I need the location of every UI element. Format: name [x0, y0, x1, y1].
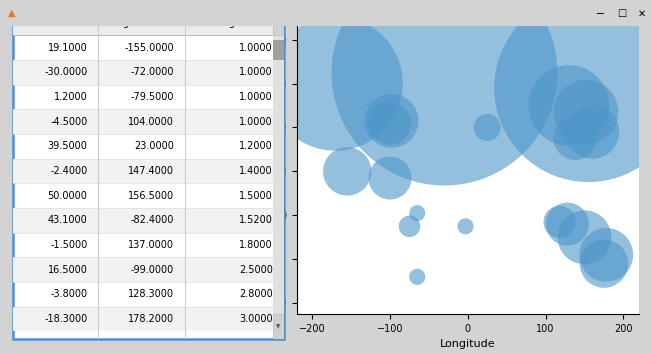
Text: 1.5200: 1.5200 — [239, 215, 273, 226]
Bar — [13, 11, 284, 35]
Bar — [273, 11, 284, 35]
Text: -3.8000: -3.8000 — [50, 289, 87, 299]
X-axis label: Longitude: Longitude — [440, 340, 496, 349]
Text: 1.2000: 1.2000 — [53, 92, 87, 102]
Text: 3.0000: 3.0000 — [239, 314, 273, 324]
Text: 43.1000: 43.1000 — [48, 215, 87, 226]
Text: 19.1000: 19.1000 — [48, 43, 87, 53]
Text: 1.2000: 1.2000 — [239, 141, 273, 151]
Point — [564, 103, 574, 108]
Text: ✕: ✕ — [638, 8, 645, 18]
Text: ▲: ▲ — [8, 8, 16, 18]
Bar — [273, 40, 284, 60]
Bar — [273, 11, 284, 339]
Text: 1.8000: 1.8000 — [239, 240, 273, 250]
Text: 137.0000: 137.0000 — [128, 240, 174, 250]
Text: Longitude: Longitude — [104, 18, 156, 28]
Point — [385, 120, 395, 126]
Text: -82.4000: -82.4000 — [130, 215, 174, 226]
Point — [482, 125, 492, 130]
Bar — [273, 314, 284, 339]
Text: 1.0000: 1.0000 — [239, 116, 273, 127]
Text: 1.5000: 1.5000 — [239, 191, 273, 201]
Text: ─: ─ — [597, 8, 603, 18]
Text: 147.4000: 147.4000 — [128, 166, 174, 176]
Text: 178.2000: 178.2000 — [128, 314, 174, 324]
Point — [439, 70, 450, 76]
Text: MaxHeight: MaxHeight — [190, 18, 246, 28]
Point — [570, 136, 580, 141]
Y-axis label: Latitude: Latitude — [254, 143, 263, 189]
Text: -2.4000: -2.4000 — [50, 166, 87, 176]
Text: 23.0000: 23.0000 — [134, 141, 174, 151]
Point — [583, 85, 593, 91]
Bar — [13, 159, 284, 183]
Text: 16.5000: 16.5000 — [48, 265, 87, 275]
Text: -99.0000: -99.0000 — [131, 265, 174, 275]
Point — [412, 274, 422, 280]
Text: 1.0000: 1.0000 — [239, 67, 273, 77]
Bar — [13, 60, 284, 85]
Text: -155.0000: -155.0000 — [125, 43, 174, 53]
Text: 1.0000: 1.0000 — [239, 43, 273, 53]
Text: □: □ — [617, 8, 627, 18]
Point — [562, 221, 572, 227]
Point — [385, 175, 395, 181]
Text: -18.3000: -18.3000 — [44, 314, 87, 324]
Point — [331, 81, 341, 86]
Text: 156.5000: 156.5000 — [128, 191, 174, 201]
Text: ▼: ▼ — [276, 324, 280, 329]
Text: -30.0000: -30.0000 — [44, 67, 87, 77]
Text: 104.0000: 104.0000 — [128, 116, 174, 127]
Point — [587, 129, 597, 135]
Bar — [13, 307, 284, 331]
Bar — [13, 208, 284, 233]
Point — [342, 169, 353, 174]
Text: -72.0000: -72.0000 — [130, 67, 174, 77]
Text: -1.5000: -1.5000 — [50, 240, 87, 250]
Point — [460, 223, 471, 229]
Text: Latitude: Latitude — [18, 18, 61, 28]
Point — [554, 219, 565, 225]
Text: -79.5000: -79.5000 — [130, 92, 174, 102]
Bar — [0, 0, 652, 26]
Point — [599, 261, 609, 267]
Text: ▲: ▲ — [276, 20, 280, 25]
Text: 2.8000: 2.8000 — [239, 289, 273, 299]
Text: -4.5000: -4.5000 — [50, 116, 87, 127]
Text: 1.0000: 1.0000 — [239, 92, 273, 102]
Point — [579, 234, 589, 240]
Point — [601, 252, 612, 258]
Text: 39.5000: 39.5000 — [48, 141, 87, 151]
Text: 2.5000: 2.5000 — [239, 265, 273, 275]
Point — [581, 109, 591, 115]
Point — [412, 210, 422, 216]
Text: 50.0000: 50.0000 — [48, 191, 87, 201]
Bar — [13, 109, 284, 134]
Text: 128.3000: 128.3000 — [128, 289, 174, 299]
Point — [404, 223, 415, 229]
Text: ↑: ↑ — [256, 18, 265, 28]
Text: 1.4000: 1.4000 — [239, 166, 273, 176]
Bar — [13, 257, 284, 282]
Point — [387, 118, 397, 124]
